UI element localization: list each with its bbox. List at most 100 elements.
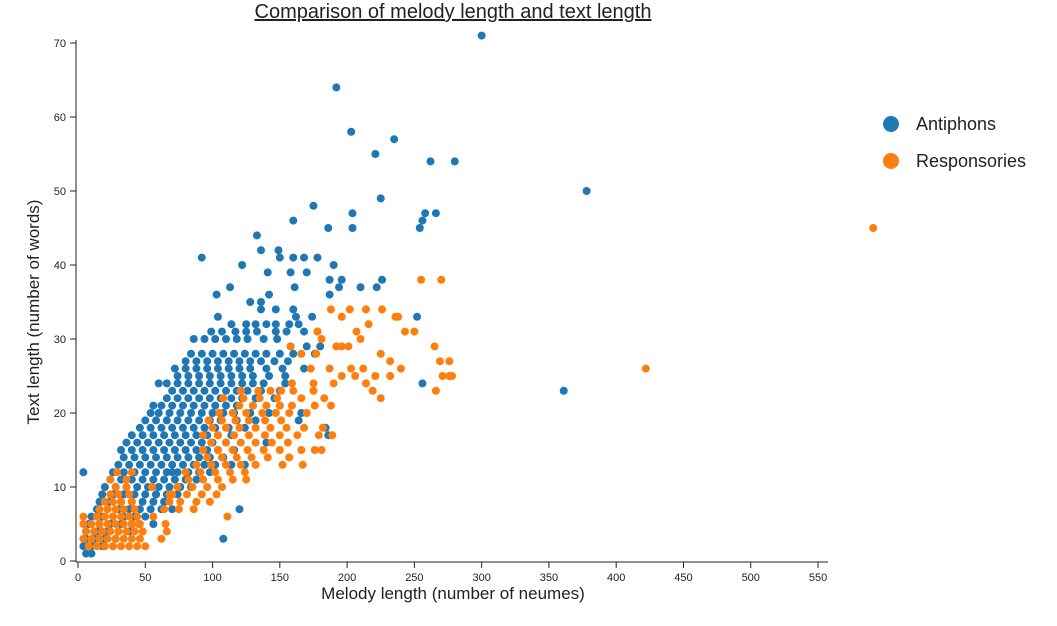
- responsories-point: [310, 446, 319, 454]
- responsories-point: [117, 542, 126, 551]
- responsories-point: [242, 475, 251, 484]
- antiphons-point: [248, 379, 257, 388]
- responsories-point: [111, 483, 120, 491]
- antiphons-point: [329, 261, 338, 269]
- responsories-point: [217, 416, 226, 425]
- antiphons-point: [117, 446, 126, 454]
- legend-marker-antiphons: [883, 116, 899, 132]
- responsories-point: [119, 505, 128, 514]
- antiphons-point: [324, 224, 333, 232]
- responsories-point: [275, 401, 284, 410]
- responsories-point: [325, 364, 334, 373]
- antiphons-point: [149, 446, 158, 454]
- antiphons-point: [450, 157, 459, 166]
- responsories-point: [394, 312, 403, 321]
- antiphons-point: [146, 409, 155, 417]
- responsories-point: [361, 305, 370, 314]
- responsories-point: [192, 460, 201, 469]
- antiphons-point: [127, 431, 136, 440]
- responsories-point: [106, 490, 115, 499]
- responsories-point: [230, 431, 239, 440]
- responsories-point: [100, 542, 109, 551]
- antiphons-point: [208, 349, 217, 358]
- antiphons-point: [178, 401, 187, 410]
- antiphons-point: [138, 431, 147, 440]
- responsories-point: [248, 401, 257, 410]
- responsories-point: [174, 505, 183, 514]
- responsories-point: [318, 423, 327, 432]
- antiphons-point: [187, 438, 196, 447]
- responsories-point: [207, 460, 216, 469]
- responsories-point: [199, 475, 208, 484]
- antiphons-point: [243, 386, 252, 395]
- antiphons-point: [152, 453, 161, 462]
- responsories-point: [356, 335, 365, 343]
- antiphons-point: [259, 379, 268, 388]
- antiphons-point: [230, 349, 239, 358]
- antiphons-point: [141, 416, 150, 425]
- responsories-point: [258, 409, 267, 417]
- responsories-point: [386, 357, 395, 366]
- antiphons-point: [100, 483, 109, 491]
- responsories-point: [213, 475, 222, 484]
- x-tick-label: 250: [405, 572, 423, 584]
- antiphons-point: [149, 475, 158, 484]
- antiphons-point: [184, 372, 193, 380]
- responsories-point: [84, 542, 93, 551]
- responsories-point: [266, 423, 275, 432]
- antiphons-point: [371, 150, 380, 158]
- antiphons-point: [235, 364, 244, 373]
- responsories-point: [223, 512, 232, 521]
- antiphons-point: [224, 357, 233, 366]
- antiphons-point: [213, 312, 222, 321]
- responsories-point: [189, 505, 198, 514]
- antiphons-point: [168, 505, 177, 514]
- responsories-point: [359, 364, 368, 373]
- responsories-point: [79, 520, 88, 528]
- responsories-point: [207, 438, 216, 447]
- antiphons-point: [243, 335, 252, 343]
- responsories-point: [244, 416, 253, 425]
- responsories-point: [313, 327, 322, 336]
- antiphons-point: [273, 335, 282, 343]
- antiphons-point: [246, 357, 255, 366]
- antiphons-point: [378, 275, 387, 284]
- responsories-point: [309, 386, 318, 395]
- antiphons-point: [213, 357, 222, 366]
- antiphons-point: [87, 549, 96, 558]
- antiphons-point: [154, 483, 163, 491]
- antiphons-point: [200, 401, 209, 410]
- antiphons-point: [122, 438, 131, 447]
- antiphons-point: [197, 253, 206, 262]
- antiphons-point: [165, 438, 174, 447]
- x-tick-label: 450: [674, 572, 692, 584]
- responsories-point: [277, 386, 286, 395]
- responsories-point: [87, 534, 96, 543]
- antiphons-point: [227, 372, 236, 380]
- responsories-point: [160, 505, 169, 514]
- responsories-point: [184, 475, 193, 484]
- antiphons-point: [238, 379, 247, 388]
- antiphons-point: [219, 534, 228, 543]
- antiphons-point: [227, 394, 236, 403]
- antiphons-point: [337, 275, 346, 284]
- antiphons-point: [325, 290, 334, 299]
- responsories-point: [162, 527, 171, 536]
- antiphons-point: [157, 423, 166, 432]
- responsories-point: [242, 409, 251, 417]
- responsories-point: [261, 416, 270, 425]
- antiphons-point: [413, 312, 422, 321]
- responsories-point: [329, 379, 338, 388]
- responsories-point: [251, 438, 260, 447]
- antiphons-point: [168, 386, 177, 395]
- antiphons-point: [119, 468, 128, 477]
- responsories-point: [351, 372, 360, 380]
- antiphons-point: [256, 305, 265, 314]
- responsories-point: [259, 446, 268, 454]
- antiphons-point: [291, 312, 300, 321]
- antiphons-point: [477, 31, 486, 40]
- responsories-point: [263, 453, 272, 462]
- responsories-point: [364, 320, 373, 329]
- responsories-point: [117, 497, 126, 506]
- responsories-point: [165, 490, 174, 499]
